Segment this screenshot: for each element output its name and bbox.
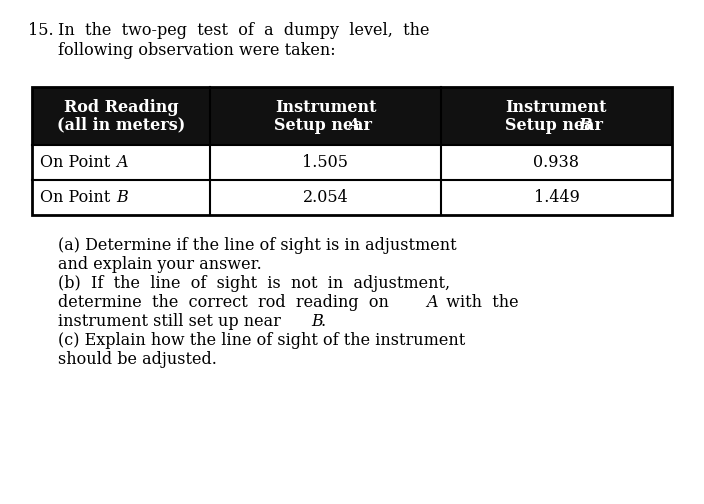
Bar xyxy=(32,145,672,180)
Text: B: B xyxy=(579,116,592,134)
Bar xyxy=(32,180,672,215)
Text: Rod Reading: Rod Reading xyxy=(63,98,178,115)
Text: (all in meters): (all in meters) xyxy=(57,116,185,134)
Text: 15.: 15. xyxy=(28,22,54,39)
Text: B: B xyxy=(116,189,127,206)
Bar xyxy=(32,87,672,145)
Text: A: A xyxy=(348,116,360,134)
Text: B: B xyxy=(311,313,322,330)
Text: Setup near: Setup near xyxy=(274,116,377,134)
Text: (a) Determine if the line of sight is in adjustment: (a) Determine if the line of sight is in… xyxy=(58,237,457,254)
Text: should be adjusted.: should be adjusted. xyxy=(58,351,217,368)
Text: On Point: On Point xyxy=(39,154,115,171)
Text: (c) Explain how the line of sight of the instrument: (c) Explain how the line of sight of the… xyxy=(58,332,465,349)
Bar xyxy=(32,87,672,215)
Text: On Point: On Point xyxy=(39,189,115,206)
Text: In  the  two-peg  test  of  a  dumpy  level,  the: In the two-peg test of a dumpy level, th… xyxy=(58,22,429,39)
Text: instrument still set up near: instrument still set up near xyxy=(58,313,286,330)
Text: determine  the  correct  rod  reading  on: determine the correct rod reading on xyxy=(58,294,399,311)
Text: A: A xyxy=(116,154,127,171)
Text: with  the: with the xyxy=(436,294,519,311)
Text: 2.054: 2.054 xyxy=(303,189,348,206)
Text: .: . xyxy=(321,313,326,330)
Text: A: A xyxy=(426,294,437,311)
Text: following observation were taken:: following observation were taken: xyxy=(58,42,336,59)
Text: (b)  If  the  line  of  sight  is  not  in  adjustment,: (b) If the line of sight is not in adjus… xyxy=(58,275,450,292)
Text: and explain your answer.: and explain your answer. xyxy=(58,256,262,273)
Text: 1.505: 1.505 xyxy=(303,154,348,171)
Text: 0.938: 0.938 xyxy=(534,154,579,171)
Text: 1.449: 1.449 xyxy=(534,189,579,206)
Text: Instrument: Instrument xyxy=(505,98,608,115)
Text: Instrument: Instrument xyxy=(275,98,376,115)
Text: Setup near: Setup near xyxy=(505,116,608,134)
